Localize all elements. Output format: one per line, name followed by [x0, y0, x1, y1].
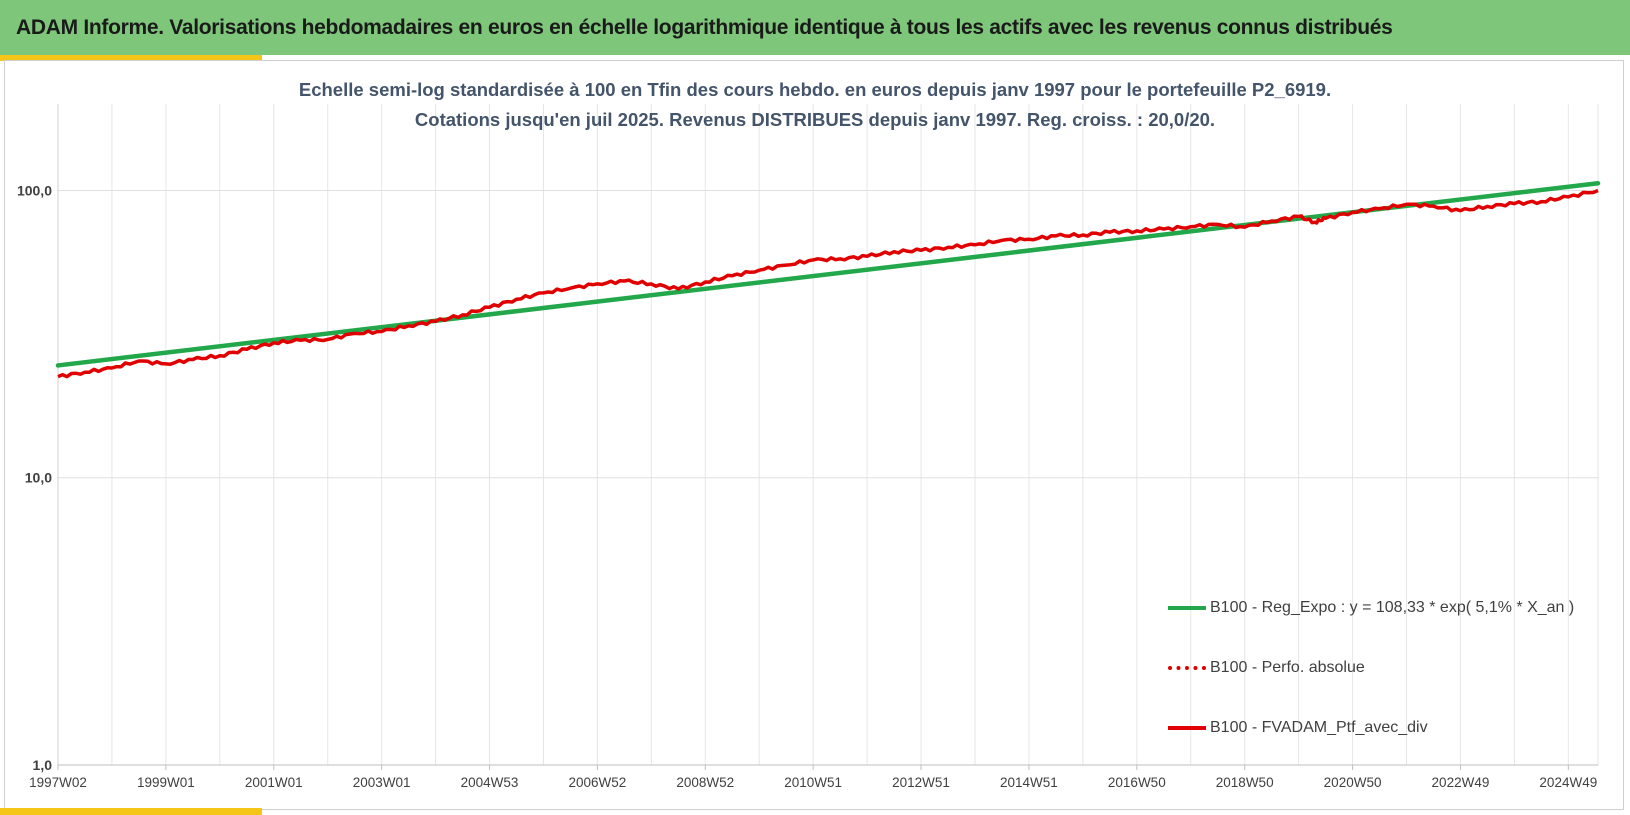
x-tick-label: 1997W02: [29, 775, 87, 790]
x-tick-label: 2003W01: [353, 775, 411, 790]
chart-title-line-2: Cotations jusqu'en juil 2025. Revenus DI…: [414, 109, 1216, 130]
legend-label-regression: B100 - Reg_Expo : y = 108,33 * exp( 5,1%…: [1210, 599, 1575, 616]
x-tick-label: 2022W49: [1432, 775, 1490, 790]
y-tick-label: 100,0: [17, 182, 52, 198]
x-tick-label: 2006W52: [569, 775, 627, 790]
legend-entry-portfolio: B100 - FVADAM_Ptf_avec_div: [1168, 698, 1608, 758]
y-tick-label: 1,0: [33, 757, 53, 773]
x-tick-label: 2010W51: [784, 775, 842, 790]
legend-label-portfolio: B100 - FVADAM_Ptf_avec_div: [1210, 719, 1428, 736]
report-header: ADAM Informe. Valorisations hebdomadaire…: [0, 0, 1630, 55]
y-tick-label: 10,0: [25, 470, 52, 486]
report-title: ADAM Informe. Valorisations hebdomadaire…: [16, 15, 1393, 39]
x-tick-label: 2008W52: [676, 775, 734, 790]
x-tick-label: 2014W51: [1000, 775, 1058, 790]
series-line-portfolio: [57, 188, 1599, 379]
x-tick-label: 2018W50: [1216, 775, 1274, 790]
x-tick-label: 1999W01: [137, 775, 195, 790]
accent-bar-bottom: [0, 808, 262, 815]
accent-bar-top: [0, 55, 262, 61]
legend-swatch-regression: [1168, 606, 1206, 610]
legend-swatch-portfolio: [1168, 726, 1206, 730]
x-tick-label: 2004W53: [461, 775, 519, 790]
x-tick-label: 2024W49: [1539, 775, 1597, 790]
legend-swatch-perfo-absolue: [1168, 666, 1206, 670]
legend-entry-perfo-absolue: B100 - Perfo. absolue: [1168, 638, 1608, 698]
x-tick-label: 2012W51: [892, 775, 950, 790]
x-tick-label: 2016W50: [1108, 775, 1166, 790]
chart-title-line-1: Echelle semi-log standardisée à 100 en T…: [298, 79, 1332, 100]
x-tick-label: 2020W50: [1324, 775, 1382, 790]
legend-label-perfo-absolue: B100 - Perfo. absolue: [1210, 659, 1365, 676]
legend-entry-regression: B100 - Reg_Expo : y = 108,33 * exp( 5,1%…: [1168, 578, 1608, 638]
x-tick-label: 2001W01: [245, 775, 303, 790]
chart-legend: B100 - Reg_Expo : y = 108,33 * exp( 5,1%…: [1168, 578, 1608, 758]
